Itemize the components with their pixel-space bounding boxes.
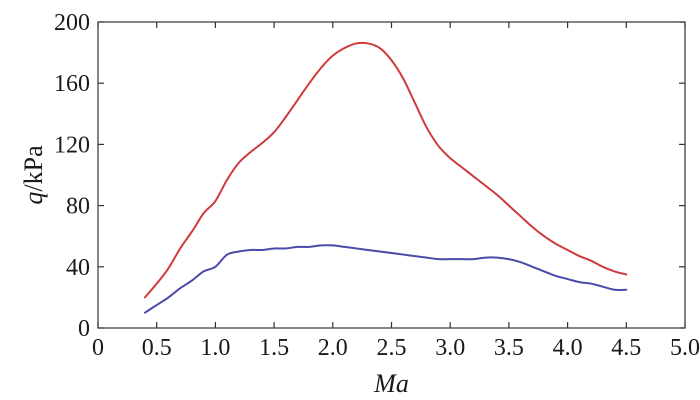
- x-tick-label: 3.5: [494, 335, 524, 361]
- y-axis-title-symbol: q: [19, 192, 48, 205]
- y-axis-title-unit: /kPa: [19, 145, 48, 192]
- x-tick-label: 0.5: [142, 335, 172, 361]
- series-line-1: [143, 41, 628, 299]
- plot-frame: [97, 21, 686, 329]
- series-layer: [143, 41, 628, 314]
- y-tick-label: 0: [78, 316, 90, 342]
- x-tick-label: 1.0: [200, 335, 230, 361]
- x-tick-label: 4.5: [611, 335, 641, 361]
- x-tick-label: 2.5: [377, 335, 407, 361]
- series-line-2: [143, 244, 628, 314]
- y-axis-title: q/kPa: [19, 145, 48, 205]
- x-tick-label: 3.0: [435, 335, 465, 361]
- ticks-layer: 0 0.5 1.0 1.5 2.0 2.5 3.0 3.5 4.0 4.5 5.0 0 40 80 120 1…: [54, 10, 700, 361]
- x-tick-label: 1.5: [259, 335, 289, 361]
- x-tick-label: 0: [92, 335, 104, 361]
- y-tick-label: 80: [66, 194, 90, 220]
- x-axis-title: Ma: [373, 369, 409, 398]
- x-tick-label: 4.0: [553, 335, 583, 361]
- x-tick-label: 2.0: [318, 335, 348, 361]
- y-tick-label: 120: [54, 132, 90, 158]
- y-tick-label: 200: [54, 10, 90, 36]
- y-tick-label: 160: [54, 71, 90, 97]
- x-tick-label: 5.0: [670, 335, 700, 361]
- y-tick-label: 40: [66, 255, 90, 281]
